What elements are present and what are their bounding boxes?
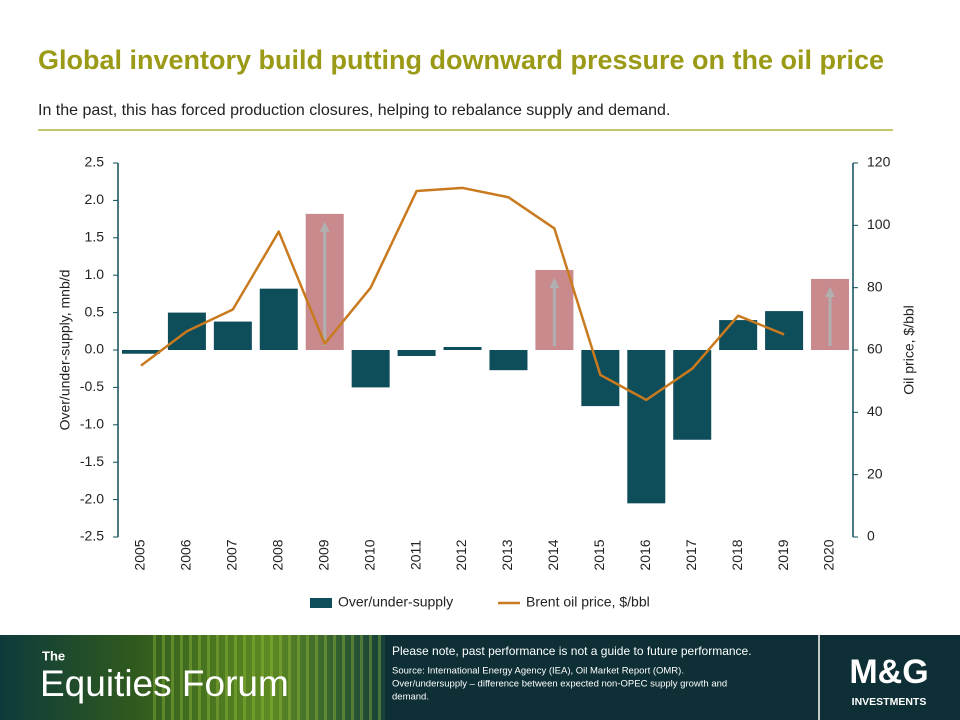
disclaimer: Please note, past performance is not a g… bbox=[392, 644, 752, 658]
x-tick-label: 2017 bbox=[683, 539, 699, 570]
y-tick-label: -1.5 bbox=[80, 453, 104, 469]
y2-tick-label: 60 bbox=[867, 341, 883, 357]
brand-small: The bbox=[42, 648, 65, 663]
arrow-head bbox=[825, 286, 836, 297]
x-tick-label: 2010 bbox=[361, 539, 377, 570]
bar bbox=[397, 350, 436, 356]
bar bbox=[443, 347, 482, 350]
x-tick-label: 2013 bbox=[499, 539, 515, 570]
arrow-head bbox=[549, 277, 560, 288]
bar bbox=[719, 320, 758, 350]
chart-title: Global inventory build putting downward … bbox=[38, 45, 884, 75]
line bbox=[140, 186, 785, 402]
y-tick-label: -2.5 bbox=[80, 528, 104, 544]
x-tick-label: 2011 bbox=[407, 540, 423, 570]
bar bbox=[489, 350, 528, 371]
arrow-head bbox=[319, 221, 330, 232]
y2-tick-label: 100 bbox=[867, 216, 891, 232]
x-tick-label: 2006 bbox=[178, 539, 194, 570]
y-tick-label: 2.5 bbox=[85, 154, 105, 170]
x-tick-label: 2020 bbox=[821, 539, 837, 570]
y2-tick-label: 20 bbox=[867, 465, 883, 481]
x-tick-label: 2016 bbox=[637, 539, 653, 570]
x-tick-label: 2014 bbox=[545, 539, 561, 570]
logo-sub: INVESTMENTS bbox=[852, 696, 927, 708]
x-tick-label: 2007 bbox=[224, 539, 240, 570]
bar bbox=[765, 311, 804, 350]
bar bbox=[581, 350, 620, 407]
brand: Equities Forum bbox=[40, 663, 289, 704]
y2-tick-label: 120 bbox=[867, 154, 891, 170]
y-tick-label: 0.5 bbox=[85, 303, 105, 319]
x-tick-label: 2008 bbox=[269, 539, 285, 570]
y-axis-label: Over/under-supply, mnb/d bbox=[57, 270, 73, 431]
bar bbox=[259, 288, 298, 350]
y2-tick-label: 80 bbox=[867, 278, 883, 294]
bar bbox=[351, 350, 390, 388]
logo: M&G bbox=[849, 653, 928, 691]
chart-subtitle: In the past, this has forced production … bbox=[38, 102, 670, 119]
y-tick-label: 0.0 bbox=[85, 341, 105, 357]
plot: -2.5 -2.0 -1.5 -1.0 -0.5 0.0 0.5 1.0 1.5 2.0 2.5 0 2… bbox=[80, 154, 891, 610]
y2-axis-label: Oil price, $/bbl bbox=[901, 305, 917, 394]
y2-tick-label: 40 bbox=[867, 403, 883, 419]
source-line: demand. bbox=[392, 692, 429, 703]
source-line: Source: International Energy Agency (IEA… bbox=[392, 666, 684, 677]
y-tick-label: -1.0 bbox=[80, 416, 104, 432]
y2-tick-label: 0 bbox=[867, 528, 875, 544]
y-tick-label: 1.5 bbox=[85, 229, 105, 245]
legend-label: Brent oil price, $/bbl bbox=[526, 594, 650, 610]
footer-stripes bbox=[150, 635, 385, 720]
x-tick-label: 2012 bbox=[453, 539, 469, 570]
y-tick-label: 1.0 bbox=[85, 266, 105, 282]
x-tick-label: 2015 bbox=[591, 539, 607, 570]
x-tick-label: 2005 bbox=[132, 539, 148, 570]
bar bbox=[673, 350, 712, 440]
x-tick-label: 2019 bbox=[775, 539, 791, 570]
legend-label: Over/under-supply bbox=[338, 594, 453, 610]
legend-swatch bbox=[310, 598, 332, 608]
y-tick-label: -0.5 bbox=[80, 378, 104, 394]
bar bbox=[121, 350, 160, 354]
y-tick-label: -2.0 bbox=[80, 490, 104, 506]
bar bbox=[627, 350, 666, 504]
x-tick-label: 2018 bbox=[729, 539, 745, 570]
bar bbox=[213, 321, 252, 350]
source-line: Over/undersupply – difference between ex… bbox=[392, 679, 727, 690]
y-tick-label: 2.0 bbox=[85, 191, 105, 207]
x-tick-label: 2009 bbox=[315, 539, 331, 570]
